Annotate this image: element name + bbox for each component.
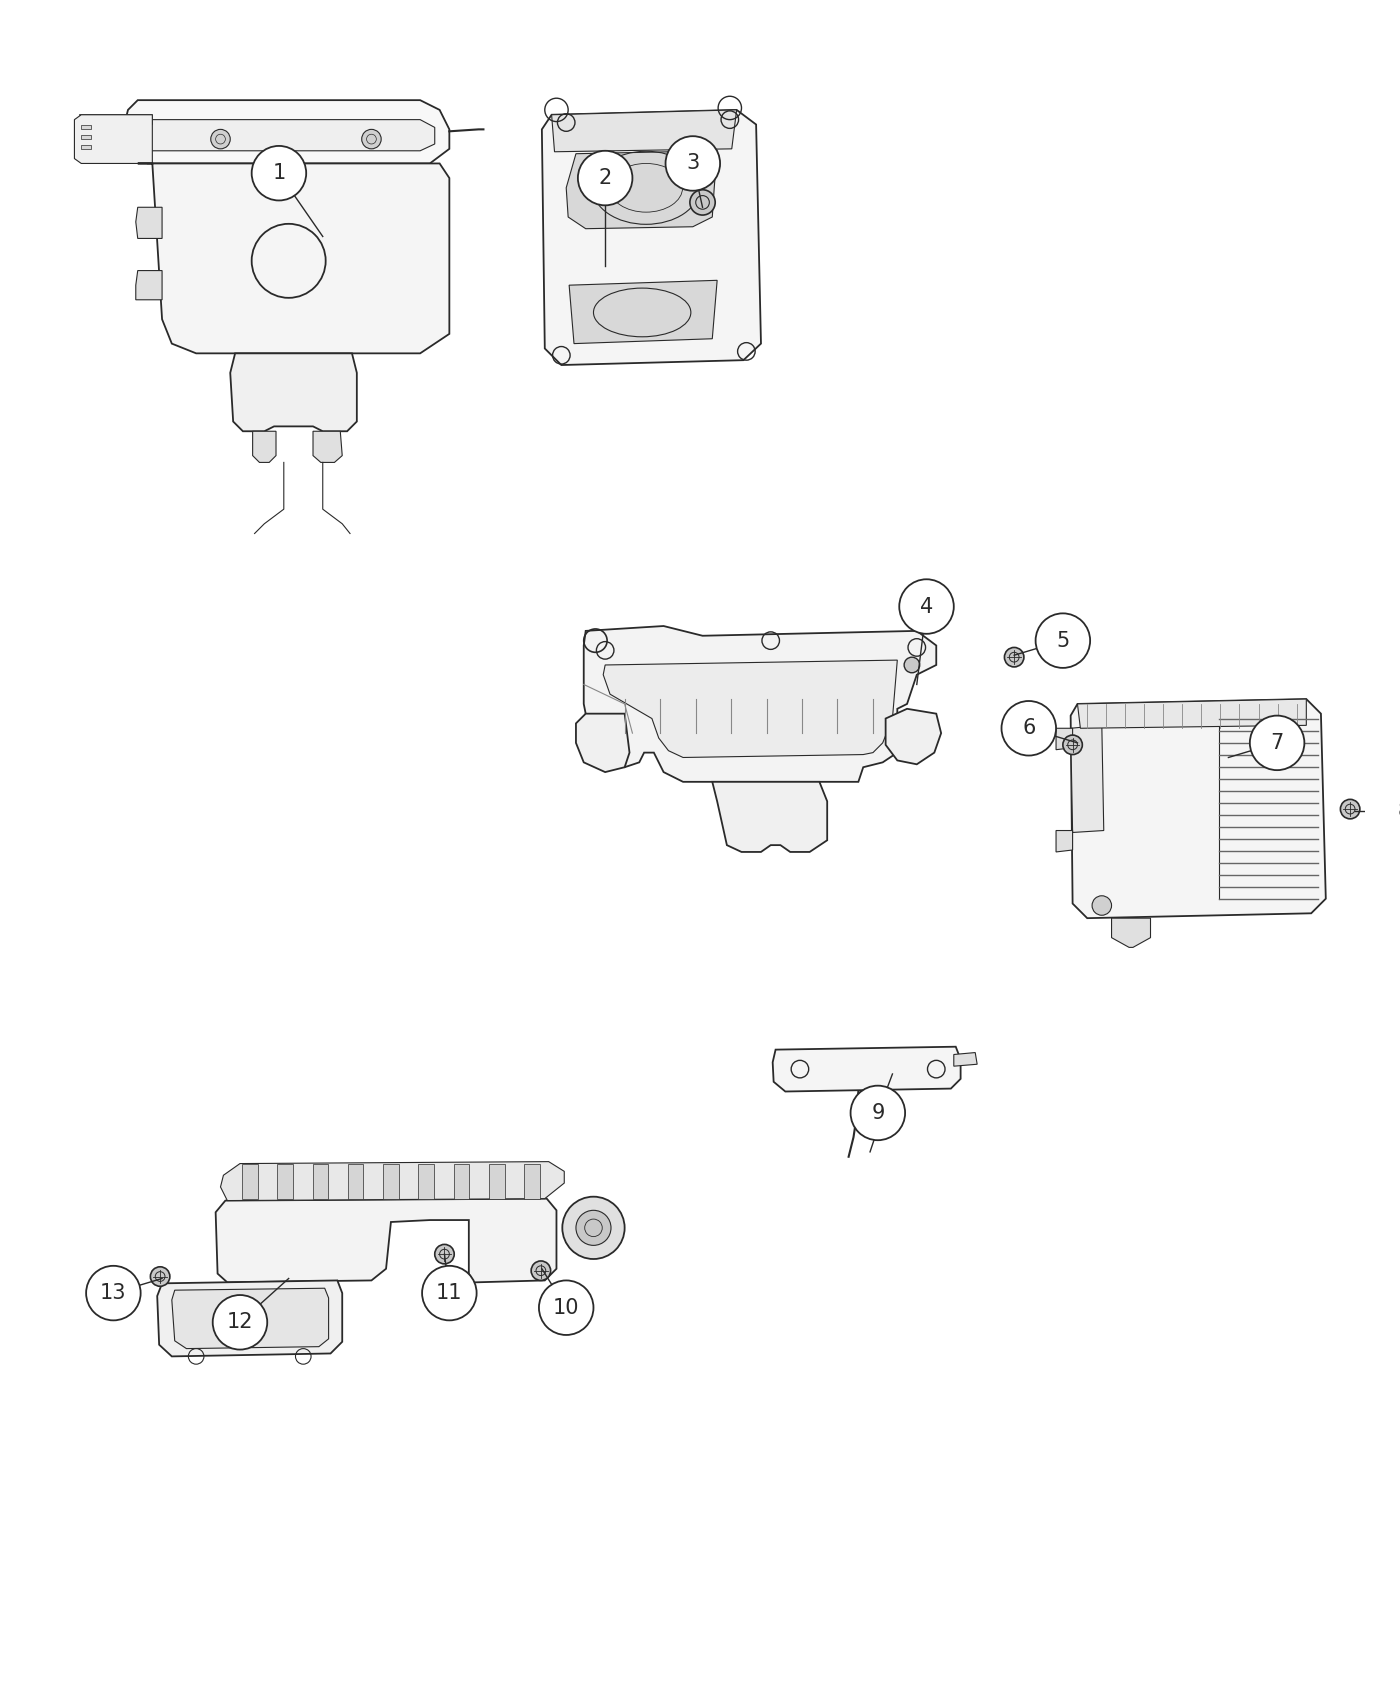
Polygon shape bbox=[347, 1163, 364, 1198]
Text: 11: 11 bbox=[435, 1284, 462, 1304]
Circle shape bbox=[851, 1086, 906, 1141]
Polygon shape bbox=[542, 110, 762, 366]
Polygon shape bbox=[1056, 728, 1072, 750]
Circle shape bbox=[1250, 716, 1305, 770]
Polygon shape bbox=[1112, 918, 1151, 947]
Text: 12: 12 bbox=[227, 1312, 253, 1333]
Polygon shape bbox=[314, 432, 342, 462]
Circle shape bbox=[1001, 700, 1056, 755]
Text: 10: 10 bbox=[553, 1297, 580, 1318]
Circle shape bbox=[1036, 614, 1091, 668]
Circle shape bbox=[575, 1210, 610, 1246]
Polygon shape bbox=[80, 116, 153, 124]
Circle shape bbox=[1004, 648, 1023, 666]
Polygon shape bbox=[1071, 726, 1103, 833]
Text: 3: 3 bbox=[686, 153, 700, 173]
Polygon shape bbox=[277, 1163, 293, 1198]
Circle shape bbox=[1340, 799, 1359, 819]
Circle shape bbox=[361, 129, 381, 150]
Circle shape bbox=[899, 580, 953, 634]
Polygon shape bbox=[603, 660, 897, 758]
Circle shape bbox=[213, 1295, 267, 1350]
Circle shape bbox=[150, 1266, 169, 1287]
Circle shape bbox=[665, 136, 720, 190]
Circle shape bbox=[563, 1197, 624, 1260]
Text: 13: 13 bbox=[101, 1284, 126, 1304]
Circle shape bbox=[421, 1266, 476, 1321]
Circle shape bbox=[1063, 734, 1082, 755]
Circle shape bbox=[435, 1244, 454, 1263]
Polygon shape bbox=[136, 270, 162, 299]
Polygon shape bbox=[953, 1052, 977, 1066]
Polygon shape bbox=[81, 144, 91, 150]
Text: 8: 8 bbox=[1397, 801, 1400, 821]
Polygon shape bbox=[81, 136, 91, 139]
Polygon shape bbox=[575, 714, 630, 772]
Circle shape bbox=[531, 1261, 550, 1280]
Circle shape bbox=[1376, 784, 1400, 838]
Text: 2: 2 bbox=[599, 168, 612, 189]
Text: 4: 4 bbox=[920, 597, 934, 617]
Polygon shape bbox=[136, 207, 162, 238]
Circle shape bbox=[690, 190, 715, 216]
Polygon shape bbox=[570, 280, 717, 343]
Polygon shape bbox=[773, 1047, 960, 1091]
Polygon shape bbox=[230, 354, 357, 432]
Polygon shape bbox=[489, 1163, 504, 1198]
Polygon shape bbox=[172, 1289, 329, 1348]
Circle shape bbox=[539, 1280, 594, 1334]
Circle shape bbox=[87, 1266, 140, 1321]
Polygon shape bbox=[1056, 831, 1072, 852]
Text: 9: 9 bbox=[871, 1103, 885, 1124]
Polygon shape bbox=[525, 1163, 540, 1198]
Polygon shape bbox=[886, 709, 941, 765]
Polygon shape bbox=[552, 110, 736, 151]
Text: 7: 7 bbox=[1270, 733, 1284, 753]
Polygon shape bbox=[1071, 699, 1326, 918]
Polygon shape bbox=[74, 116, 153, 163]
Polygon shape bbox=[242, 1163, 258, 1198]
Circle shape bbox=[904, 658, 920, 673]
Text: 5: 5 bbox=[1056, 631, 1070, 651]
Polygon shape bbox=[1078, 699, 1306, 728]
Circle shape bbox=[211, 129, 230, 150]
Circle shape bbox=[252, 224, 326, 298]
Polygon shape bbox=[454, 1163, 469, 1198]
Circle shape bbox=[578, 151, 633, 206]
Polygon shape bbox=[419, 1163, 434, 1198]
Polygon shape bbox=[252, 432, 276, 462]
Polygon shape bbox=[312, 1163, 328, 1198]
Polygon shape bbox=[137, 163, 449, 354]
Circle shape bbox=[252, 146, 307, 201]
Polygon shape bbox=[566, 151, 717, 230]
Polygon shape bbox=[136, 119, 435, 151]
Polygon shape bbox=[584, 626, 937, 782]
Circle shape bbox=[1092, 896, 1112, 915]
Polygon shape bbox=[216, 1198, 556, 1282]
Polygon shape bbox=[713, 782, 827, 852]
Polygon shape bbox=[157, 1280, 342, 1357]
Polygon shape bbox=[384, 1163, 399, 1198]
Polygon shape bbox=[81, 126, 91, 129]
Text: 6: 6 bbox=[1022, 719, 1036, 738]
Text: 1: 1 bbox=[273, 163, 286, 184]
Polygon shape bbox=[221, 1161, 564, 1200]
Polygon shape bbox=[123, 100, 449, 163]
